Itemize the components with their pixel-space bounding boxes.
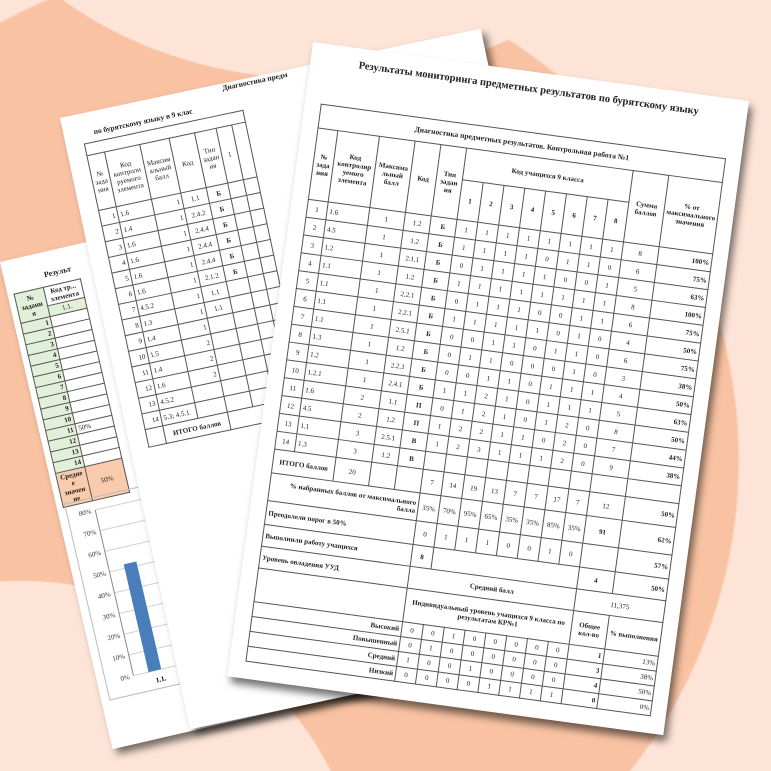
y-tick-label: 80% xyxy=(78,507,92,518)
y-tick-label: 50% xyxy=(92,570,106,581)
y-tick-label: 60% xyxy=(88,549,102,560)
bar-chart: 0% 10% 20% 30% 40% 50% 60% 70% 80% 1.1. xyxy=(64,483,196,701)
level-value: 1 xyxy=(519,683,543,701)
document-page-left: Результ № задания Код тр... элемента 1.1.… xyxy=(0,165,532,750)
middle-title-line1: Диагностика предм xyxy=(221,69,289,93)
level-value: 0 xyxy=(415,669,439,687)
level-value: 1 xyxy=(477,677,501,696)
level-value: 0 xyxy=(394,666,418,685)
x-tick-label: 1.1. xyxy=(155,674,167,684)
y-tick-label: 70% xyxy=(83,528,97,539)
header-pct: % от максимального значения xyxy=(659,175,723,254)
y-tick-label: 30% xyxy=(102,611,116,622)
level-value: 1 xyxy=(498,680,522,699)
main-results-table: Диагностика предметных результатов. Конт… xyxy=(245,104,726,717)
y-tick-label: 10% xyxy=(111,652,125,663)
level-value: 0 xyxy=(436,671,460,690)
y-tick-label: 20% xyxy=(107,632,121,643)
bar xyxy=(123,561,162,673)
y-axis xyxy=(94,509,134,676)
y-tick-label: 0% xyxy=(120,673,131,683)
gridline xyxy=(95,497,148,511)
gridline xyxy=(99,518,153,532)
level-value: 0 xyxy=(457,674,480,693)
document-page-main: Результаты мониторинга предметных резуль… xyxy=(227,42,750,736)
empty xyxy=(394,465,424,493)
level-value: 1 xyxy=(540,686,564,704)
gridline xyxy=(104,538,158,552)
empty xyxy=(368,462,398,490)
left-page-title: Результ xyxy=(43,264,72,280)
bar-chart-svg: 0% 10% 20% 30% 40% 50% 60% 70% 80% 1.1. xyxy=(78,497,187,685)
y-tick-label: 40% xyxy=(97,590,111,601)
total-count-label: Общее кол-во xyxy=(569,610,610,650)
